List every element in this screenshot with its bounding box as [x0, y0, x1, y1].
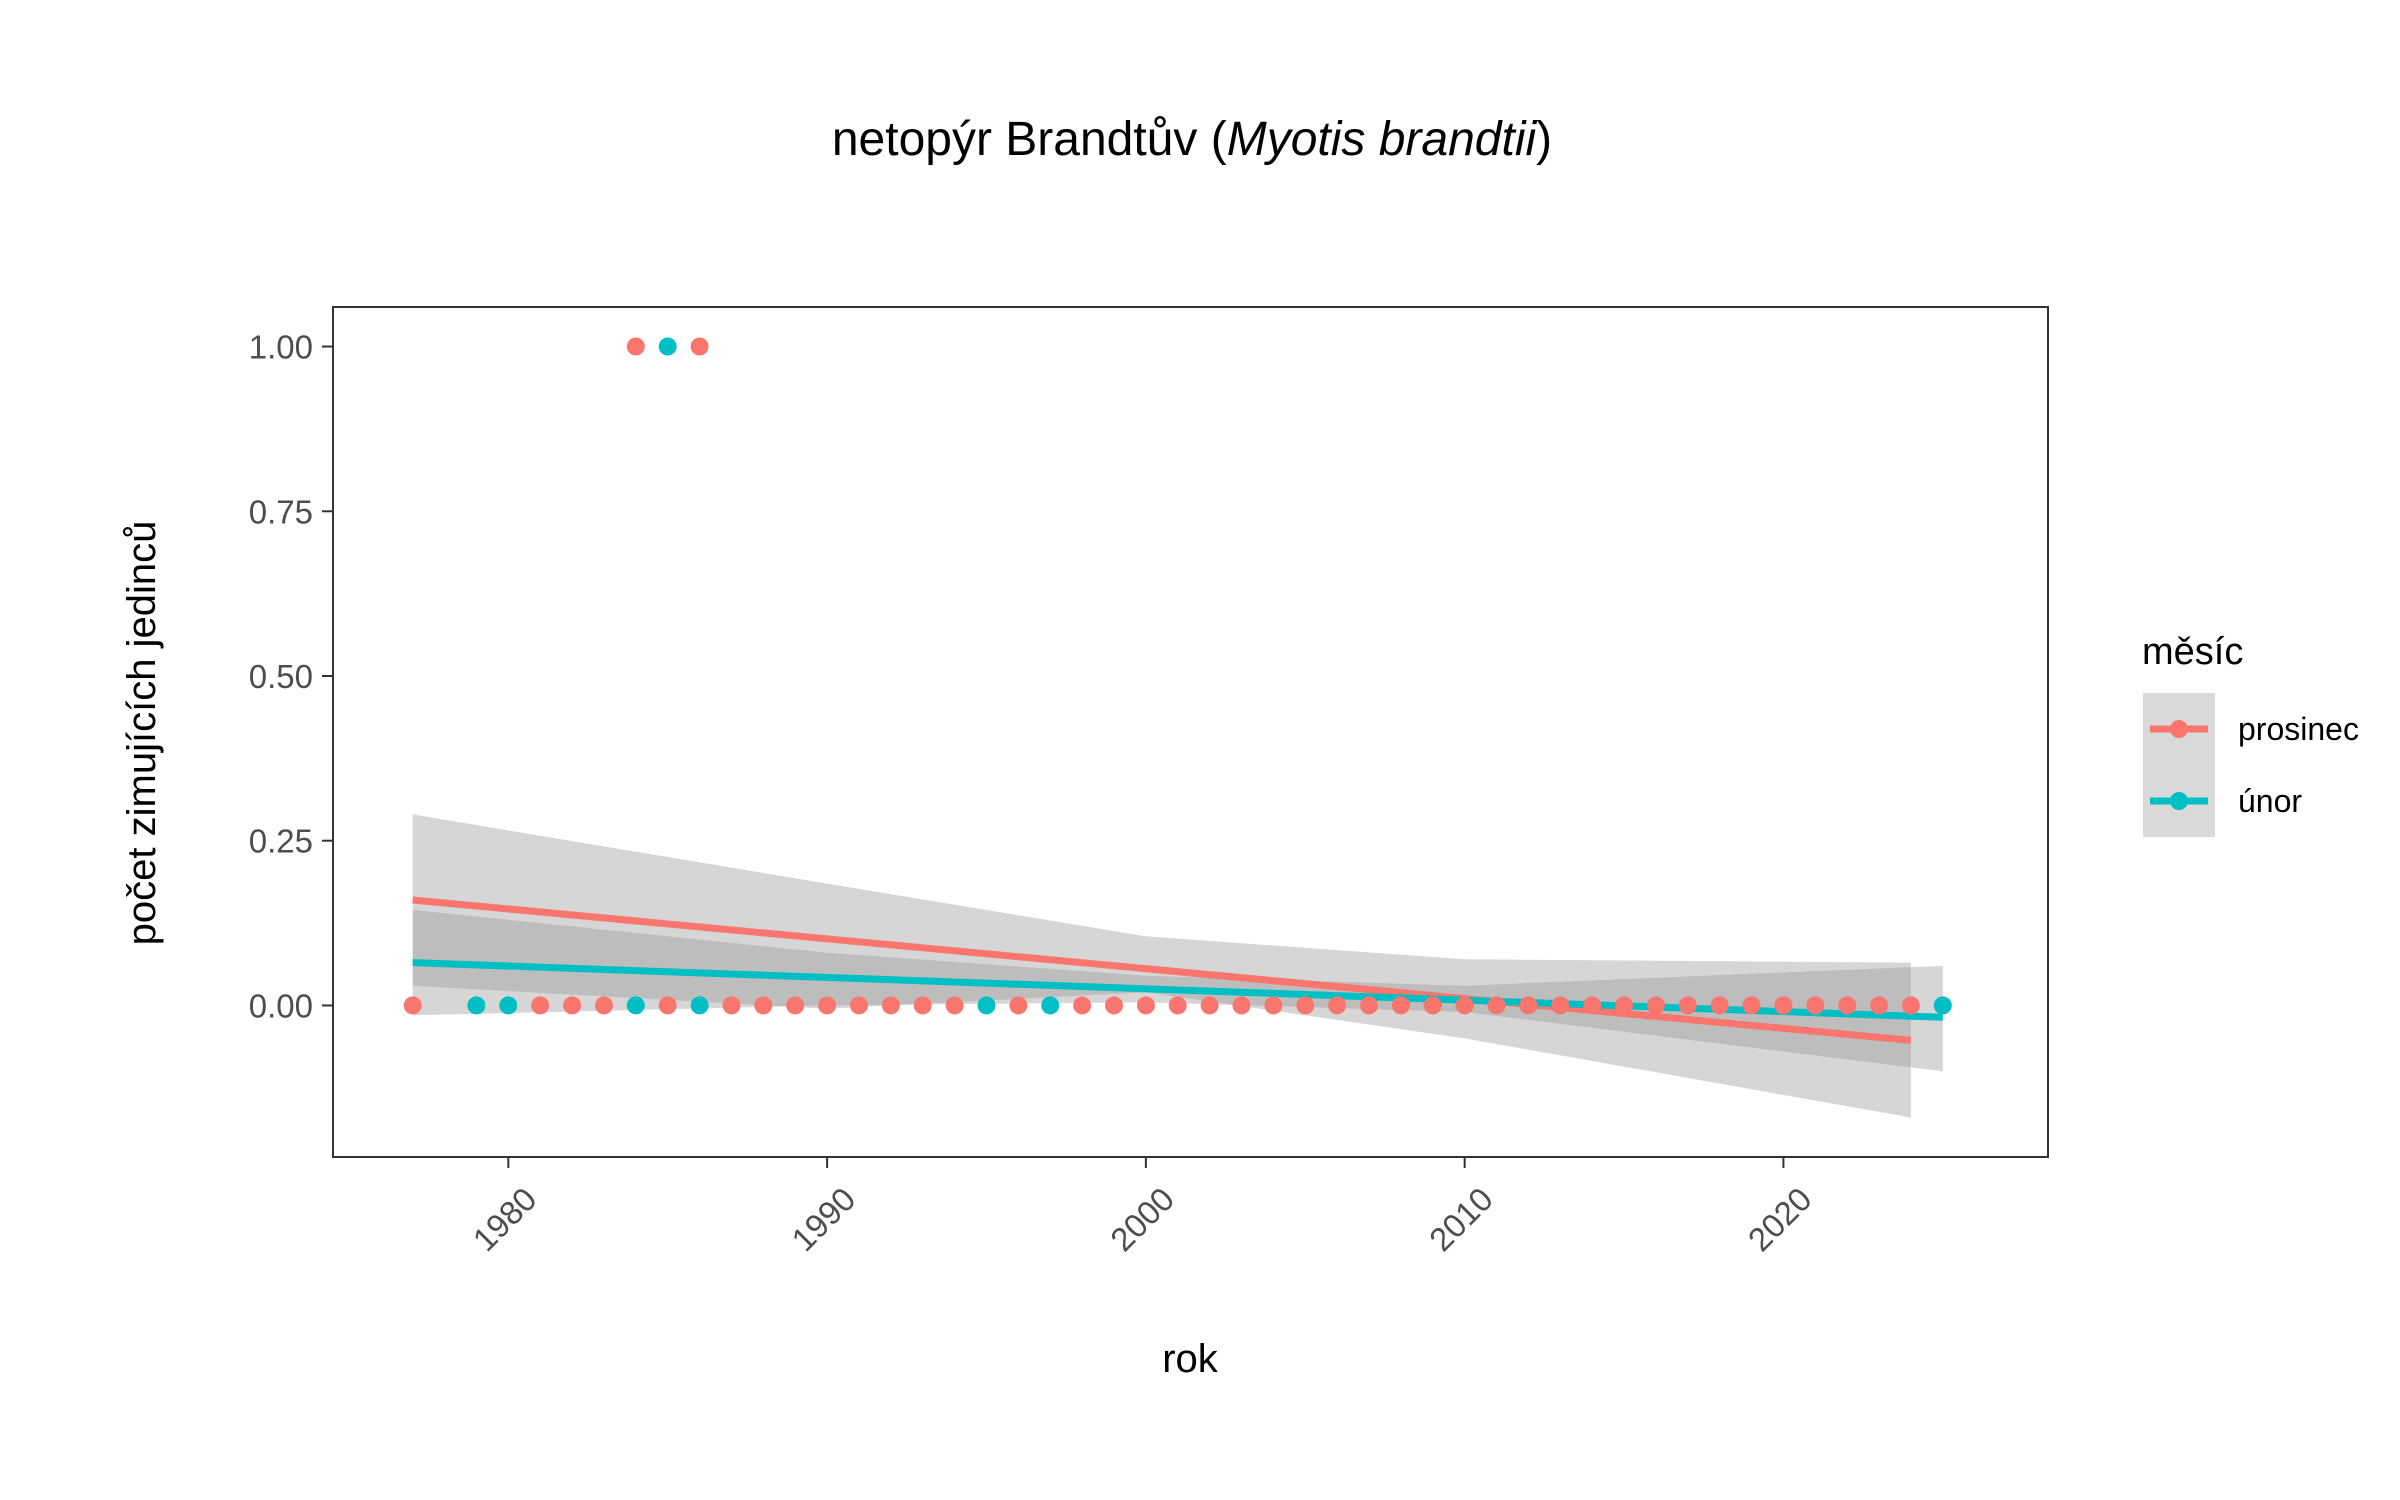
data-point-0-4 [626, 337, 645, 356]
y-tick-label-0: 0.00 [249, 987, 313, 1024]
data-point-0-18 [1136, 996, 1155, 1015]
y-axis-title: počet zimujících jedinců [120, 521, 164, 946]
data-point-0-40 [1838, 996, 1857, 1015]
x-tick-label-2: 2000 [1103, 1180, 1181, 1258]
legend: měsíc prosinec únor [2142, 631, 2359, 837]
data-point-0-13 [913, 996, 932, 1015]
data-point-1-6 [1041, 996, 1060, 1015]
data-point-0-34 [1646, 996, 1665, 1015]
data-point-0-8 [754, 996, 773, 1015]
data-point-0-38 [1774, 996, 1793, 1015]
data-point-0-35 [1678, 996, 1697, 1015]
data-point-0-29 [1487, 996, 1506, 1015]
data-point-0-10 [818, 996, 837, 1015]
x-axis-title: rok [1162, 1337, 1219, 1381]
data-point-0-17 [1105, 996, 1123, 1015]
data-point-0-25 [1360, 996, 1378, 1015]
x-axis: 1980 1990 2000 2010 2020 [466, 1157, 1819, 1258]
data-point-0-9 [786, 996, 805, 1015]
data-point-0-14 [945, 996, 964, 1015]
chart-title-suffix: ) [1536, 113, 1552, 166]
legend-label-0: prosinec [2238, 711, 2359, 747]
data-point-0-2 [563, 996, 582, 1015]
data-point-1-7 [1933, 996, 1952, 1015]
data-point-0-19 [1168, 996, 1187, 1015]
data-point-0-37 [1742, 996, 1761, 1015]
data-point-0-12 [881, 996, 900, 1015]
y-tick-label-1: 0.25 [249, 823, 313, 860]
confidence-band-0 [412, 814, 1911, 1118]
data-point-0-22 [1264, 996, 1283, 1015]
data-point-0-33 [1615, 996, 1633, 1015]
y-tick-label-4: 1.00 [249, 329, 313, 366]
chart-title-italic: Myotis brandtii [1227, 113, 1538, 166]
data-point-0-36 [1710, 996, 1729, 1015]
chart-title-main: netopýr Brandtův ( [832, 113, 1227, 166]
data-point-1-3 [658, 337, 677, 356]
data-point-0-23 [1296, 996, 1315, 1015]
data-point-0-32 [1583, 996, 1602, 1015]
data-point-1-5 [977, 996, 996, 1015]
legend-key-point-0 [2170, 720, 2188, 738]
data-point-0-0 [403, 996, 422, 1015]
data-point-0-27 [1423, 996, 1442, 1015]
data-points [403, 337, 1952, 1015]
data-point-0-5 [658, 996, 677, 1015]
data-point-0-24 [1328, 996, 1347, 1015]
data-point-0-41 [1870, 996, 1889, 1015]
chart-title: netopýr Brandtův (Myotis brandtii) [832, 113, 1552, 166]
legend-label-1: únor [2238, 783, 2302, 819]
data-point-0-20 [1200, 996, 1219, 1015]
data-point-0-7 [722, 996, 741, 1015]
x-tick-label-1: 1990 [784, 1180, 862, 1258]
data-point-0-21 [1232, 996, 1251, 1015]
trend-line-0 [412, 896, 1912, 1044]
data-point-0-16 [1073, 996, 1092, 1015]
x-tick-label-4: 2020 [1741, 1180, 1819, 1258]
data-point-0-3 [595, 996, 613, 1015]
data-point-0-30 [1519, 996, 1538, 1015]
data-point-0-31 [1551, 996, 1570, 1015]
data-point-0-39 [1806, 996, 1825, 1015]
data-point-0-15 [1009, 996, 1028, 1015]
x-tick-label-0: 1980 [466, 1180, 544, 1258]
y-tick-label-2: 0.50 [249, 658, 313, 695]
data-point-1-2 [626, 996, 645, 1015]
y-tick-label-3: 0.75 [249, 493, 313, 530]
legend-key-point-1 [2170, 792, 2188, 810]
data-point-0-11 [850, 996, 868, 1015]
data-point-1-1 [499, 996, 518, 1015]
data-point-0-42 [1901, 996, 1920, 1015]
legend-title: měsíc [2142, 631, 2243, 673]
data-point-1-4 [690, 996, 709, 1015]
data-point-0-1 [531, 996, 550, 1015]
data-point-0-26 [1391, 996, 1410, 1015]
data-point-0-28 [1455, 996, 1474, 1015]
y-axis: 0.00 0.25 0.50 0.75 1.00 [249, 329, 333, 1024]
plot-panel-border [332, 306, 2049, 1158]
confidence-bands [412, 814, 1943, 1118]
x-tick-label-3: 2010 [1422, 1180, 1500, 1258]
data-point-1-0 [467, 996, 486, 1015]
data-point-0-6 [690, 337, 709, 356]
